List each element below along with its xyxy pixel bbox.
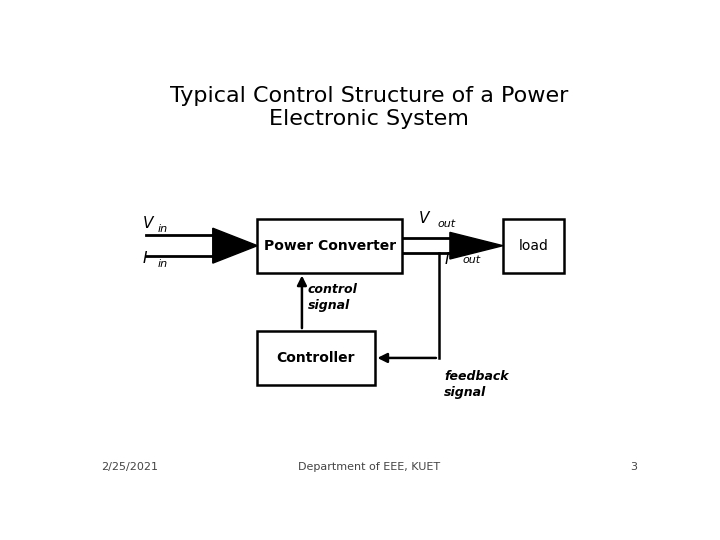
Text: Controller: Controller: [276, 351, 355, 365]
Text: in: in: [158, 259, 168, 269]
Text: out: out: [462, 255, 480, 265]
Text: V: V: [419, 211, 430, 226]
Text: out: out: [437, 219, 455, 229]
Text: 3: 3: [630, 462, 637, 472]
Text: load: load: [518, 239, 549, 253]
Text: I: I: [444, 252, 449, 267]
Text: I: I: [143, 252, 148, 266]
FancyBboxPatch shape: [258, 331, 374, 385]
Polygon shape: [213, 228, 258, 263]
Text: 2/25/2021: 2/25/2021: [101, 462, 158, 472]
Text: Typical Control Structure of a Power
Electronic System: Typical Control Structure of a Power Ele…: [170, 85, 568, 129]
FancyBboxPatch shape: [258, 219, 402, 273]
Text: V: V: [143, 216, 153, 231]
Text: Department of EEE, KUET: Department of EEE, KUET: [298, 462, 440, 472]
Text: Power Converter: Power Converter: [264, 239, 396, 253]
FancyBboxPatch shape: [503, 219, 564, 273]
Text: control
signal: control signal: [307, 283, 357, 312]
Text: in: in: [158, 224, 168, 234]
Text: feedback
signal: feedback signal: [444, 370, 509, 400]
Polygon shape: [450, 232, 503, 259]
